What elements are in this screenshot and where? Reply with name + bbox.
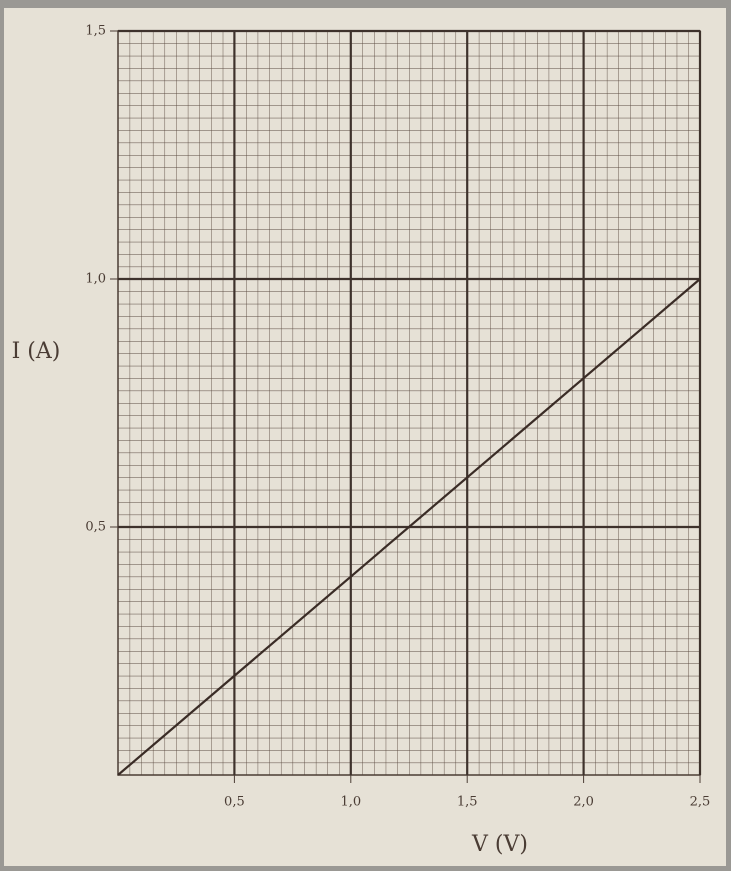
graph-paper bbox=[117, 30, 701, 776]
x-tick-label: 1,5 bbox=[457, 795, 478, 810]
y-axis-label: I (A) bbox=[12, 339, 61, 364]
plot-layer: 0,5 1,0 1,5 0,5 1,0 1,5 2,0 2,5 bbox=[85, 24, 710, 810]
x-axis-label: V (V) bbox=[471, 832, 528, 857]
y-tick-label: 1,5 bbox=[85, 24, 106, 39]
data-line bbox=[117, 278, 701, 776]
x-tick-label: 2,5 bbox=[690, 795, 711, 810]
x-tick-label: 0,5 bbox=[224, 795, 245, 810]
x-tick-label: 2,0 bbox=[573, 795, 594, 810]
y-tick-label: 1,0 bbox=[85, 272, 106, 287]
y-tick-label: 0,5 bbox=[85, 520, 106, 535]
x-tick-label: 1,0 bbox=[340, 795, 361, 810]
